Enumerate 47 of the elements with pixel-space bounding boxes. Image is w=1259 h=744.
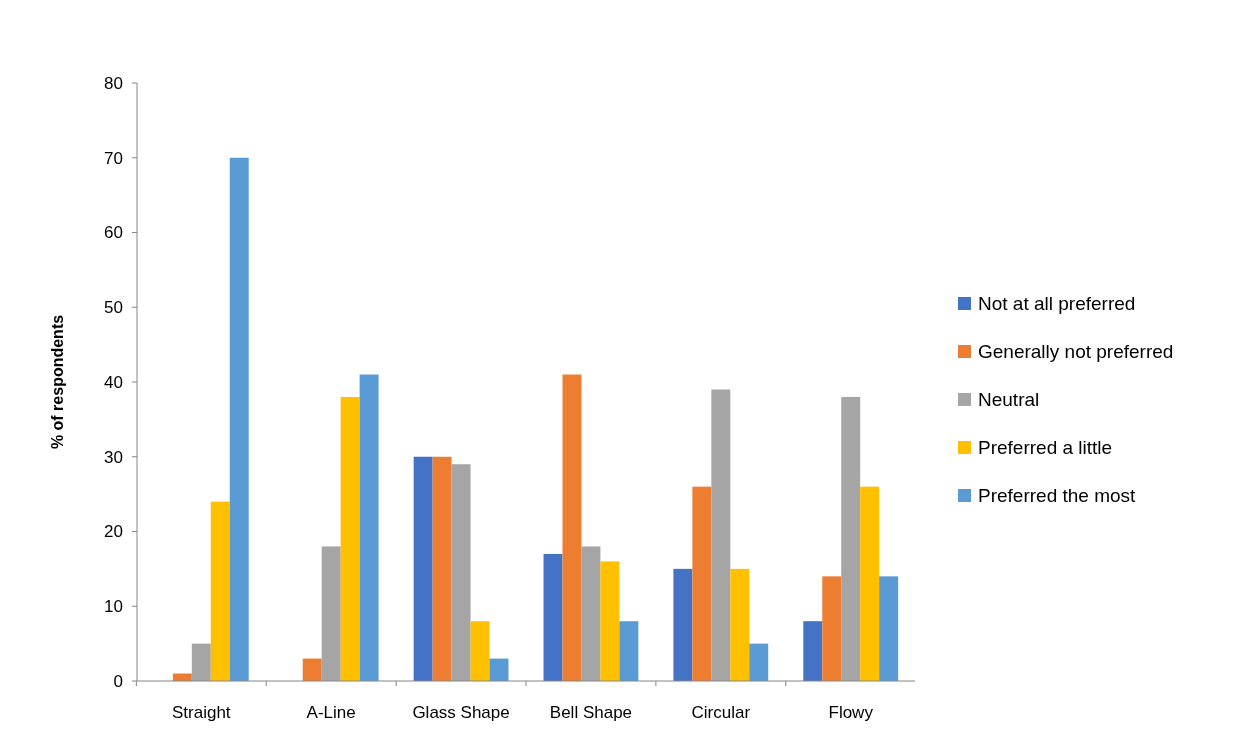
bar: [321, 546, 341, 681]
y-tick-label: 0: [113, 671, 123, 691]
bar: [619, 621, 639, 681]
bar: [543, 553, 563, 681]
legend-label: Preferred the most: [978, 485, 1137, 507]
x-tick-label: A-Line: [306, 703, 356, 722]
x-tick-label: Flowy: [828, 703, 874, 722]
legend-label: Generally not preferred: [978, 341, 1174, 363]
legend-label: Preferred a little: [978, 437, 1113, 459]
bar: [841, 396, 861, 681]
bar: [302, 658, 322, 681]
legend-label: Not at all preferred: [978, 293, 1136, 315]
y-tick-label: 30: [104, 447, 123, 467]
bar: [210, 501, 230, 681]
x-tick-label: Straight: [172, 703, 231, 722]
bar: [413, 456, 433, 681]
x-tick-label: Bell Shape: [549, 703, 633, 722]
bar: [470, 621, 490, 681]
y-tick-label: 80: [104, 73, 123, 93]
bar: [879, 576, 899, 681]
y-tick-label: 60: [104, 223, 123, 243]
bar: [822, 576, 842, 681]
y-tick-label: 20: [104, 522, 123, 542]
bar: [749, 643, 769, 681]
bar: [432, 456, 452, 681]
bar: [340, 396, 360, 681]
x-tick-label: Glass Shape: [412, 703, 510, 722]
bar: [711, 389, 731, 681]
y-tick-label: 50: [104, 298, 123, 318]
bar: [600, 561, 620, 681]
y-tick-label: 10: [104, 597, 123, 617]
legend-label: Neutral: [978, 389, 1040, 411]
bar: [673, 568, 693, 681]
bar: [359, 374, 379, 681]
y-axis-title: % of respondents: [49, 314, 66, 450]
bar: [860, 486, 880, 681]
y-tick-label: 70: [104, 148, 123, 168]
bar: [581, 546, 601, 681]
bar: [451, 464, 471, 681]
bar: [229, 157, 249, 681]
bar: [562, 374, 582, 681]
bar: [692, 486, 712, 681]
bar: [730, 568, 750, 681]
bar: [191, 643, 211, 681]
y-tick-label: 40: [104, 372, 123, 392]
x-tick-label: Circular: [691, 703, 751, 722]
bar: [803, 621, 823, 681]
